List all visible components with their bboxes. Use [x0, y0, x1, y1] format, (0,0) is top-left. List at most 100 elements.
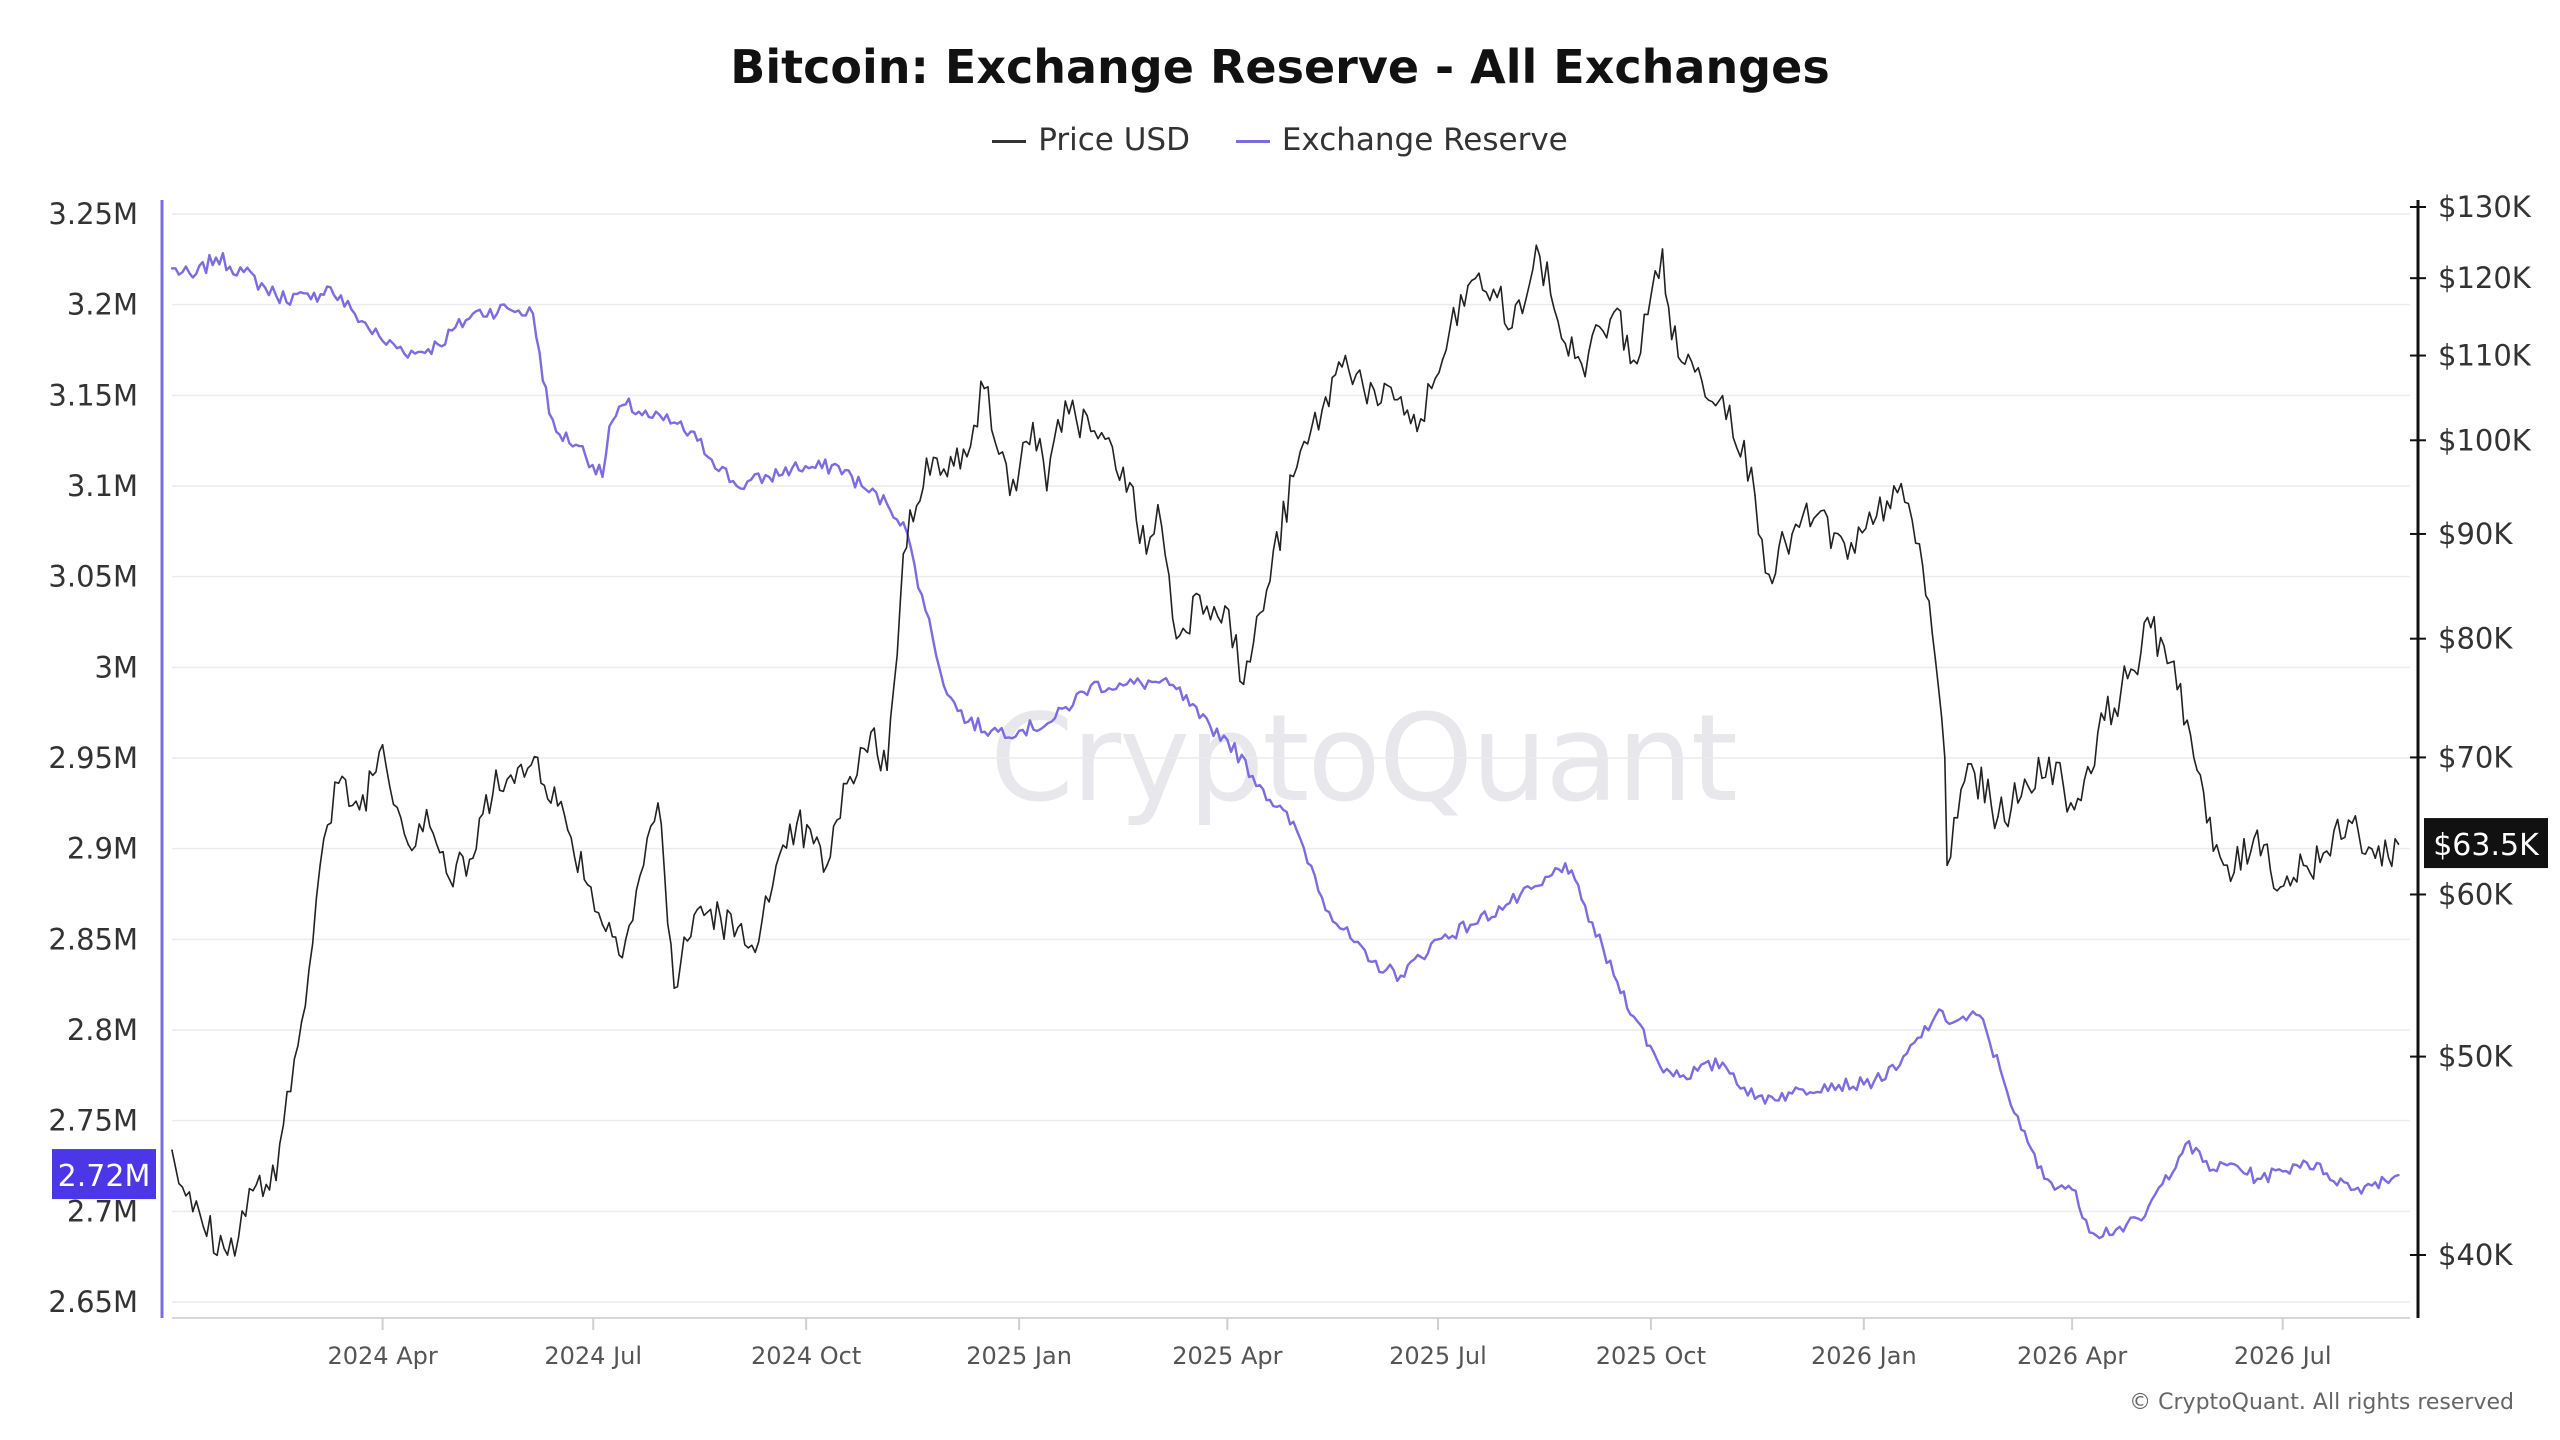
- series-line-exchange-reserve-point: [1636, 1020, 1638, 1022]
- y-right-tick-label: $90K: [2438, 517, 2513, 551]
- series-line-exchange-reserve-point: [437, 343, 439, 346]
- series-line-exchange-reserve-point: [1863, 1083, 1865, 1086]
- series-line-price-point: [2212, 850, 2215, 852]
- series-line-exchange-reserve-point: [1122, 684, 1125, 687]
- series-line-price-point: [1934, 660, 1937, 663]
- series-line-price-point: [747, 947, 750, 949]
- series-line-exchange-reserve-point: [647, 416, 650, 418]
- series-line-price-point: [1728, 404, 1731, 407]
- series-line-exchange-reserve-point: [921, 594, 923, 596]
- series-line-price-point: [2149, 626, 2152, 629]
- reserve-current-badge: [52, 1149, 156, 1200]
- series-line-exchange-reserve-point: [1955, 1020, 1958, 1022]
- series-line-exchange-reserve-point: [472, 312, 474, 315]
- series-line-price-point: [275, 1179, 277, 1182]
- x-tick-label: 2026 Jul: [2234, 1342, 2332, 1370]
- series-line-price-point: [624, 939, 627, 941]
- series-line-price-point: [1400, 396, 1402, 398]
- series-line-exchange-reserve-point: [310, 298, 312, 301]
- series-line-exchange-reserve-point: [886, 503, 888, 505]
- legend-swatch-reserve: [1235, 140, 1270, 143]
- series-line-exchange-reserve-point: [1978, 1014, 1981, 1017]
- series-line-price-point: [1046, 489, 1048, 492]
- y-right-tick-label: $100K: [2438, 423, 2532, 457]
- legend-item-reserve[interactable]: Exchange Reserve: [1235, 122, 1568, 158]
- series-line-exchange-reserve-point: [2233, 1163, 2235, 1165]
- series-line-exchange-reserve-point: [555, 430, 557, 433]
- series-line-price-point: [495, 769, 497, 772]
- legend-item-price[interactable]: Price USD: [992, 122, 1190, 158]
- series-line-price-point: [1376, 404, 1379, 407]
- series-line-price-point: [1064, 400, 1067, 402]
- series-line-price-point: [1816, 513, 1819, 516]
- series-line-exchange-reserve-point: [1175, 688, 1178, 690]
- x-tick-label: 2026 Jan: [1811, 1342, 1917, 1370]
- series-line-price-point: [2196, 769, 2198, 772]
- series-line-exchange-reserve-point: [1895, 1069, 1898, 1071]
- series-line-exchange-reserve-point: [414, 352, 416, 355]
- series-line-exchange-reserve-point: [608, 425, 611, 427]
- series-line-price-point: [1613, 311, 1615, 313]
- x-tick-label: 2025 Apr: [1172, 1342, 1282, 1370]
- series-line-price-point: [1198, 594, 1201, 597]
- series-line-exchange-reserve-point: [837, 465, 840, 467]
- y-left-tick-label: 2.65M: [48, 1285, 138, 1319]
- series-line-exchange-reserve-point: [2140, 1219, 2143, 1222]
- series-line-exchange-reserve-point: [902, 521, 905, 524]
- series-line-exchange-reserve-point: [1999, 1069, 2002, 1071]
- series-line-exchange-reserve-point: [548, 412, 551, 415]
- series-line-price-point: [1511, 326, 1513, 329]
- series-line-exchange-reserve-point: [506, 307, 509, 310]
- series-line-price: [171, 244, 2400, 1257]
- series-line-exchange-reserve-point: [673, 421, 676, 424]
- series-line-exchange-reserve-point: [946, 693, 949, 696]
- series-line-price-point: [870, 731, 872, 734]
- y-right-tick-label: $50K: [2438, 1040, 2513, 1074]
- series-line-price-point: [300, 1020, 303, 1023]
- y-right-tick-label: $70K: [2438, 740, 2513, 774]
- series-line-exchange-reserve-point: [1437, 938, 1439, 941]
- legend: Price USD Exchange Reserve: [0, 122, 2560, 158]
- series-line-exchange-reserve-point: [2397, 1174, 2400, 1176]
- series-line-price-point: [536, 756, 539, 759]
- series-line-exchange-reserve-point: [2281, 1170, 2284, 1173]
- series-line-price-point: [962, 448, 965, 451]
- series-line-price-point: [1416, 430, 1418, 433]
- series-line-price-point: [590, 886, 592, 888]
- series-line-exchange-reserve-point: [601, 476, 604, 478]
- series-line-exchange-reserve-point: [1564, 862, 1567, 864]
- series-line-exchange-reserve-point: [2184, 1143, 2187, 1146]
- series-line-exchange-reserve-point: [2374, 1181, 2377, 1184]
- series-line-exchange-reserve-point: [326, 285, 328, 288]
- price-current-badge: [2424, 818, 2548, 869]
- series-line-price-point: [768, 901, 770, 903]
- x-tick-label: 2024 Jul: [544, 1342, 642, 1370]
- series-line-price-point: [2173, 660, 2175, 663]
- series-line-price-point: [673, 987, 676, 989]
- series-line-price-point: [2256, 829, 2259, 831]
- series-line-price-point: [472, 857, 474, 859]
- series-line-exchange-reserve-point: [791, 467, 794, 469]
- series-line-price-point: [1492, 288, 1495, 291]
- series-line-exchange-reserve-point: [2325, 1172, 2328, 1175]
- series-line-price-point: [2073, 808, 2076, 811]
- series-line-exchange-reserve-point: [768, 476, 770, 478]
- series-line-price-point: [1009, 494, 1011, 497]
- series-line-price-point: [252, 1189, 254, 1192]
- series-line-exchange-reserve-point: [192, 276, 194, 279]
- legend-swatch-price: [992, 140, 1027, 143]
- series-line-exchange-reserve-point: [532, 312, 534, 315]
- series-line-exchange-reserve-point: [2092, 1232, 2094, 1234]
- series-line-price-point: [1441, 358, 1444, 361]
- series-line-price-point: [1090, 430, 1092, 433]
- series-line-price-point: [1944, 756, 1946, 759]
- series-line-price-point: [1564, 342, 1567, 345]
- series-line-exchange-reserve-point: [2020, 1128, 2022, 1131]
- series-line-price-point: [1175, 637, 1178, 640]
- x-tick-label: 2025 Jul: [1389, 1342, 1487, 1370]
- series-line-price-point: [2302, 864, 2305, 867]
- series-line-price-point: [1661, 248, 1664, 250]
- series-line-exchange-reserve-point: [354, 312, 356, 315]
- series-line-exchange-reserve-point: [1198, 717, 1201, 719]
